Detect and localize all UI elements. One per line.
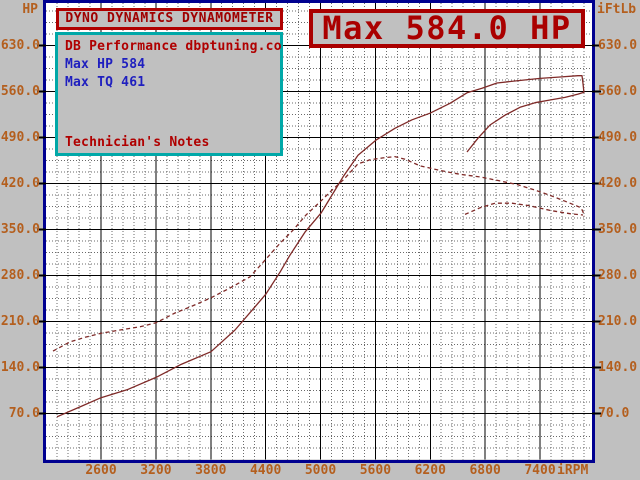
tq-run2-curve [464,202,584,216]
technician-notes-label: Technician's Notes [65,135,210,150]
x-tick-label: 5000 [304,463,337,478]
y-tick-label-right: 70.0 [598,405,630,421]
y-axis-left-unit-label: HP [22,2,38,17]
tq-run1-curve [52,155,585,352]
y-tick-label-right: 210.0 [598,313,638,329]
y-axis-right-unit-label: iFtLb [597,2,637,17]
y-tick-label-right: 280.0 [598,267,638,283]
y-tick-label-left: 490.0 [0,129,40,145]
x-tick-label: 5600 [359,463,392,478]
x-tick-label: 3800 [195,463,227,478]
y-tick-label-right: 140.0 [598,359,638,375]
y-tick-label-right: 630.0 [598,37,638,53]
y-tick-label-left: 140.0 [0,359,40,375]
app-title-bar: DYNO DYNAMICS DYNAMOMETER [56,8,283,30]
y-tick-label-left: 70.0 [8,405,40,421]
y-tick-label-left: 630.0 [0,37,40,53]
x-tick-label: 2600 [85,463,117,478]
app-title: DYNO DYNAMICS DYNAMOMETER [65,11,274,26]
max-hp-banner: Max 584.0 HP [309,9,585,48]
y-tick-label-left: 350.0 [0,221,40,237]
y-tick-label-right: 350.0 [598,221,638,237]
y-tick-label-right: 490.0 [598,129,638,145]
x-tick-label: 6200 [414,463,446,478]
x-tick-label: 7400 [524,463,556,478]
y-tick-label-left: 420.0 [0,175,40,191]
plot-frame [43,0,595,463]
x-tick-label: 3200 [140,463,172,478]
x-tick-label: 4400 [249,463,282,478]
max-hp-banner-text: Max 584.0 HP [322,9,572,47]
y-tick-label-left: 560.0 [0,83,40,99]
hp-run1-curve [56,75,585,418]
x-tick-label: 6800 [469,463,501,478]
hp-run2-curve [466,91,585,153]
technician-notes-box[interactable]: DB Performance dbptuning.co Max HP 584 M… [55,32,283,156]
y-tick-label-right: 560.0 [598,83,638,99]
y-tick-label-left: 210.0 [0,313,40,329]
info-max-tq-line: Max TQ 461 [65,75,146,90]
info-company-line: DB Performance dbptuning.co [65,39,282,54]
y-tick-label-right: 420.0 [598,175,638,191]
y-tick-label-left: 280.0 [0,267,40,283]
info-max-hp-line: Max HP 584 [65,57,146,72]
x-axis-unit-label: iRPM [557,463,589,478]
